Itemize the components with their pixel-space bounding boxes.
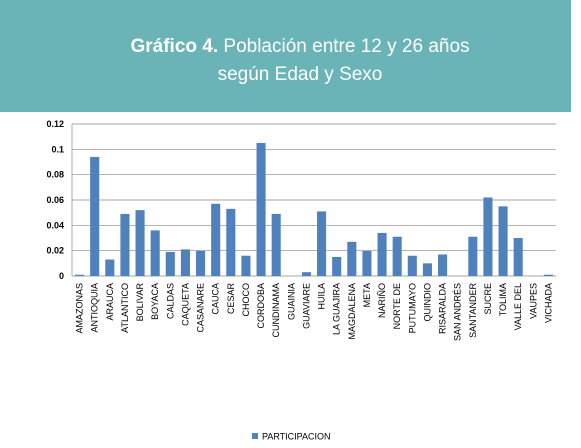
bar: [90, 156, 100, 276]
x-tick-label: BOLIVAR: [135, 283, 145, 322]
x-tick-label: QUINDIO: [422, 283, 432, 322]
x-tick-label: SUCRE: [483, 283, 493, 315]
x-tick-label: CASANARE: [196, 283, 206, 333]
bar: [150, 230, 160, 276]
bar: [407, 255, 417, 276]
y-tick-label: 0.04: [46, 220, 64, 230]
x-tick-label: META: [362, 283, 372, 307]
x-tick-label: CESAR: [226, 283, 236, 315]
x-tick-label: ARAUCA: [105, 283, 115, 321]
x-tick-label: AMAZONAS: [75, 283, 85, 334]
x-tick-label: VALLE DEL: [513, 283, 523, 330]
y-tick-label: 0.06: [46, 195, 64, 205]
legend-label: PARTICIPACION: [262, 432, 331, 442]
title-bold: Gráfico 4.: [130, 36, 218, 57]
bar: [301, 272, 311, 276]
title-rest: Población entre 12 y 26 años: [223, 36, 469, 57]
bar: [256, 143, 266, 276]
bar: [211, 203, 221, 276]
bar: [392, 236, 402, 276]
legend-swatch: [252, 433, 258, 439]
x-tick-label: CAQUETA: [180, 283, 190, 326]
bar: [332, 257, 342, 276]
bar: [498, 206, 508, 276]
bar: [135, 210, 145, 276]
bar: [483, 197, 493, 276]
bar: [226, 208, 236, 276]
x-tick-label: PUTUMAYO: [407, 283, 417, 333]
x-tick-label: CAUCA: [211, 283, 221, 315]
bar: [75, 274, 85, 276]
x-tick-label: CALDAS: [165, 283, 175, 319]
x-tick-label: MAGDALENA: [347, 283, 357, 340]
chart-title-line2: según Edad y Sexo: [218, 64, 383, 85]
bar: [180, 249, 190, 276]
bar: [422, 263, 432, 276]
x-tick-label: GUAINIA: [286, 283, 296, 320]
bar: [120, 213, 130, 276]
x-tick-label: LA GUAJIRA: [332, 283, 342, 335]
chart-title: Gráfico 4. Población entre 12 y 26 años: [130, 36, 469, 57]
x-tick-label: VICHADA: [543, 283, 553, 323]
bar: [438, 254, 448, 276]
x-tick-label: SAN ANDRÉS: [453, 283, 463, 341]
y-tick-label: 0.08: [46, 170, 64, 180]
bar: [347, 241, 357, 276]
bar: [513, 238, 523, 276]
bar: [196, 250, 206, 276]
x-tick-label: TOLIMA: [498, 283, 508, 316]
bar: [377, 232, 387, 276]
x-tick-label: CHOCO: [241, 283, 251, 317]
x-tick-label: NARIÑO: [377, 283, 387, 318]
x-tick-label: GUAVIARE: [301, 283, 311, 329]
x-tick-label: BOYACA: [150, 283, 160, 320]
x-tick-label: HUILA: [317, 283, 327, 310]
x-tick-label: VAUPES: [528, 283, 538, 319]
x-tick-label: NORTE DE: [392, 283, 402, 329]
x-tick-label: ANTIOQUIA: [90, 283, 100, 333]
bar: [165, 251, 175, 276]
bar: [543, 274, 553, 276]
y-tick-label: 0.1: [51, 144, 64, 154]
header-banner: [0, 0, 571, 112]
x-tick-label: CORDOBA: [256, 283, 266, 329]
bar: [105, 259, 115, 276]
bar: [271, 213, 281, 276]
bar: [362, 250, 372, 276]
y-tick-label: 0: [59, 271, 64, 281]
x-tick-label: CUNDINAMA: [271, 283, 281, 338]
x-tick-label: SANTANDER: [468, 283, 478, 338]
x-tick-label: ATLANTICO: [120, 283, 130, 333]
x-tick-label: RISARALDA: [438, 283, 448, 334]
bar: [317, 211, 327, 276]
y-tick-label: 0.02: [46, 246, 64, 256]
bar: [241, 255, 251, 276]
y-tick-label: 0.12: [46, 119, 64, 129]
bar: [468, 236, 478, 276]
